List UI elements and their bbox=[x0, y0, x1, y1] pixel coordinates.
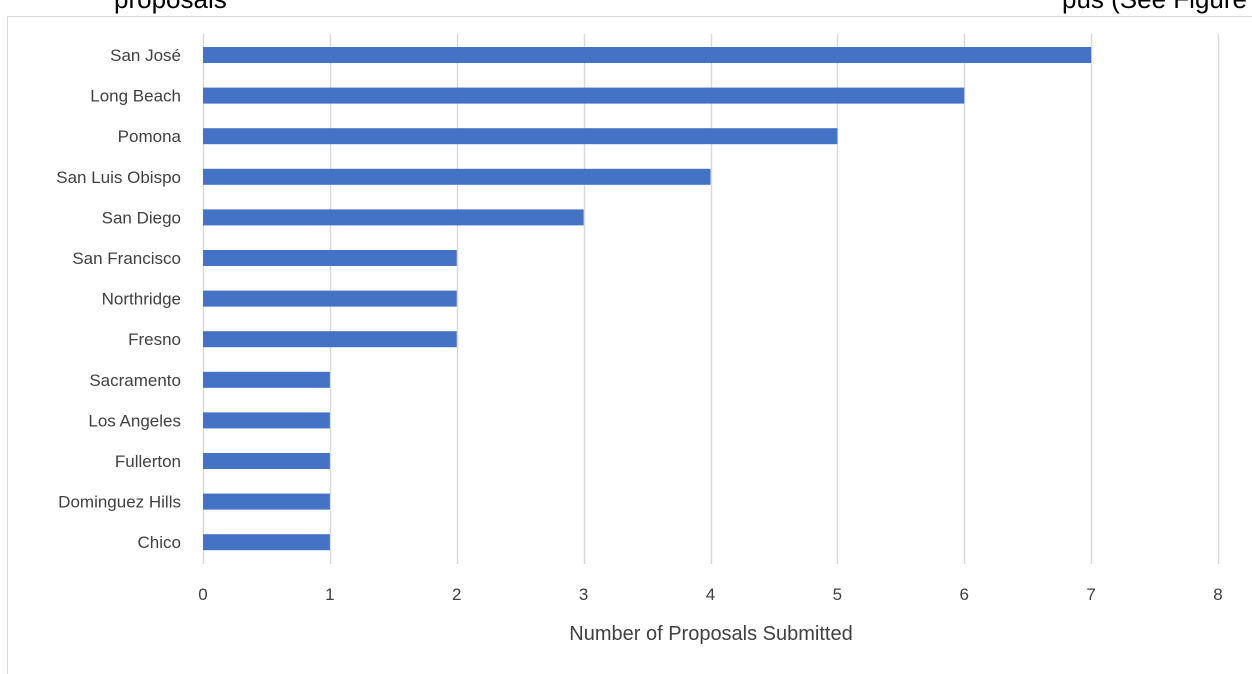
category-label: Long Beach bbox=[90, 87, 181, 106]
category-label: Fullerton bbox=[115, 452, 181, 471]
category-label: San José bbox=[110, 46, 181, 65]
category-label: San Francisco bbox=[72, 249, 181, 268]
x-tick-label: 8 bbox=[1213, 585, 1222, 604]
x-tick-label: 7 bbox=[1086, 585, 1095, 604]
bar bbox=[203, 371, 330, 388]
bar bbox=[203, 453, 330, 469]
category-label: Sacramento bbox=[89, 371, 181, 390]
category-label: Dominguez Hills bbox=[58, 493, 181, 512]
category-label: Pomona bbox=[118, 127, 182, 146]
x-tick-label: 2 bbox=[452, 585, 461, 604]
bar bbox=[203, 534, 330, 551]
x-tick-labels: 0 1 2 3 4 5 6 7 8 bbox=[198, 585, 1222, 604]
bar bbox=[203, 168, 711, 185]
bar bbox=[203, 412, 330, 429]
category-labels: San José Long Beach Pomona San Luis Obispo S… bbox=[56, 46, 181, 552]
x-tick-label: 4 bbox=[706, 585, 715, 604]
category-label: Los Angeles bbox=[88, 411, 181, 430]
bar bbox=[203, 47, 1092, 63]
x-axis-title: Number of Proposals Submitted bbox=[569, 623, 852, 645]
x-tick-label: 5 bbox=[833, 585, 842, 604]
bars bbox=[203, 47, 1092, 551]
x-tick-label: 3 bbox=[579, 585, 588, 604]
bar bbox=[203, 209, 584, 226]
category-label: Chico bbox=[138, 533, 181, 552]
category-label: Fresno bbox=[128, 330, 181, 349]
category-label: San Luis Obispo bbox=[56, 168, 181, 187]
x-tick-label: 0 bbox=[198, 585, 207, 604]
bar bbox=[203, 290, 457, 307]
x-tick-label: 1 bbox=[325, 585, 334, 604]
chart-title-right-fragment: pus (See Figure 1) bbox=[1062, 0, 1252, 14]
gridlines bbox=[202, 34, 1220, 564]
category-label: Northridge bbox=[102, 290, 181, 309]
x-tick-label: 6 bbox=[960, 585, 969, 604]
category-label: San Diego bbox=[102, 208, 181, 227]
bar bbox=[203, 128, 838, 145]
bar bbox=[203, 250, 457, 266]
bar bbox=[203, 331, 457, 348]
bar bbox=[203, 493, 330, 510]
chart-title-left-fragment: proposals bbox=[114, 0, 227, 14]
bar bbox=[203, 87, 965, 104]
